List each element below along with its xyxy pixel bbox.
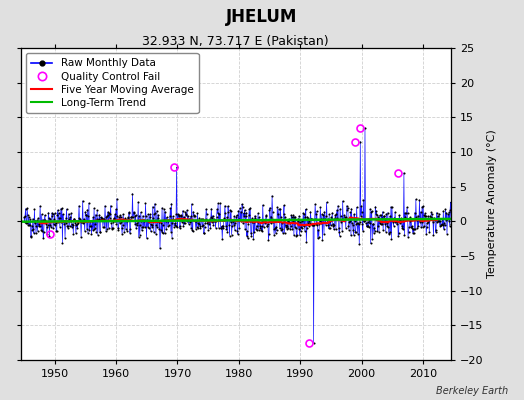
Legend: Raw Monthly Data, Quality Control Fail, Five Year Moving Average, Long-Term Tren: Raw Monthly Data, Quality Control Fail, … bbox=[26, 53, 199, 113]
Y-axis label: Temperature Anomaly (°C): Temperature Anomaly (°C) bbox=[487, 130, 497, 278]
Title: 32.933 N, 73.717 E (Pakistan): 32.933 N, 73.717 E (Pakistan) bbox=[143, 35, 329, 48]
Text: Berkeley Earth: Berkeley Earth bbox=[436, 386, 508, 396]
Text: JHELUM: JHELUM bbox=[226, 8, 298, 26]
